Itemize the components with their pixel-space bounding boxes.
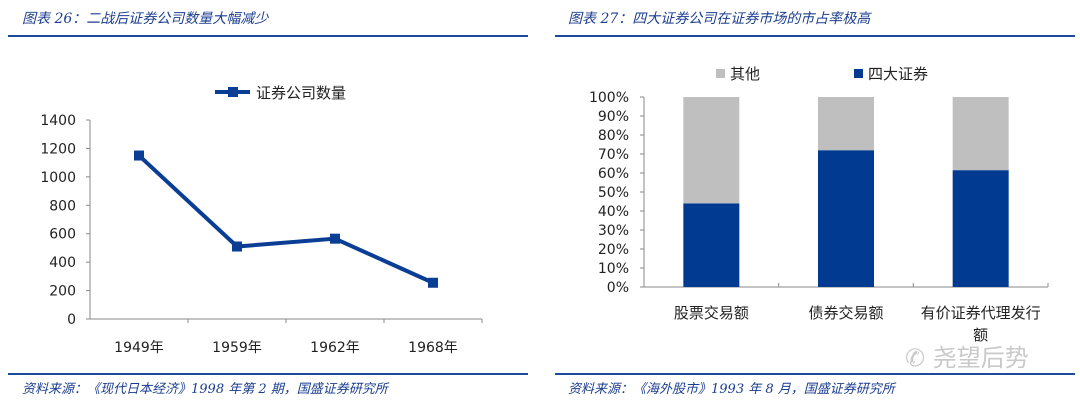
legend-label: 其他 bbox=[730, 65, 760, 83]
left-chart-title: 图表 26：二战后证券公司数量大幅减少 bbox=[22, 11, 269, 27]
y-tick-label: 100% bbox=[589, 90, 629, 106]
x-tick-label: 股票交易额 bbox=[674, 304, 749, 322]
legend-marker bbox=[228, 87, 238, 97]
bar-其他 bbox=[818, 97, 874, 151]
series-line bbox=[137, 154, 434, 285]
divider bbox=[555, 35, 1075, 37]
right-chart-title: 图表 27：四大证券公司在证券市场的市占率极高 bbox=[568, 11, 871, 27]
y-tick-label: 90% bbox=[598, 109, 629, 125]
y-tick-label: 0 bbox=[67, 312, 76, 328]
divider bbox=[8, 35, 528, 37]
x-tick-label: 1968年 bbox=[408, 340, 458, 356]
x-tick-label: 有价证券代理发行 bbox=[921, 304, 1041, 322]
bar-四大证券 bbox=[818, 150, 874, 287]
y-tick-label: 200 bbox=[49, 284, 76, 300]
y-tick-label: 800 bbox=[49, 198, 76, 214]
y-tick-label: 600 bbox=[49, 227, 76, 243]
y-tick-label: 60% bbox=[598, 166, 629, 182]
bar-四大证券 bbox=[952, 170, 1009, 287]
y-tick-label: 0% bbox=[607, 280, 629, 296]
x-tick-label: 债券交易额 bbox=[808, 304, 883, 322]
y-tick-label: 1000 bbox=[40, 170, 76, 186]
y-tick-label: 70% bbox=[598, 147, 629, 163]
bar-四大证券 bbox=[683, 203, 740, 287]
data-point bbox=[330, 233, 340, 244]
legend-swatch bbox=[716, 69, 725, 78]
y-tick-label: 1400 bbox=[40, 113, 76, 129]
data-point bbox=[428, 277, 438, 288]
left-source: 资料来源：《现代日本经济》1998 年第 2 期，国盛证券研究所 bbox=[22, 382, 388, 397]
divider bbox=[8, 373, 528, 375]
data-point bbox=[134, 150, 144, 161]
x-tick-label: 1962年 bbox=[310, 340, 360, 356]
y-tick-label: 30% bbox=[598, 223, 629, 239]
y-tick-label: 80% bbox=[598, 128, 629, 144]
data-point bbox=[232, 241, 242, 252]
watermark: ✆ 尧望后势 bbox=[905, 344, 1029, 372]
legend-swatch bbox=[854, 69, 863, 78]
x-tick-label: 1959年 bbox=[212, 340, 262, 356]
bar-其他 bbox=[683, 97, 740, 204]
y-tick-label: 1200 bbox=[40, 141, 76, 157]
x-tick-label: 1949年 bbox=[114, 340, 164, 356]
divider bbox=[555, 373, 1075, 375]
legend-label: 证券公司数量 bbox=[256, 84, 346, 102]
bar-其他 bbox=[952, 97, 1009, 171]
y-tick-label: 40% bbox=[598, 204, 629, 220]
y-tick-label: 10% bbox=[598, 261, 629, 277]
y-tick-label: 400 bbox=[49, 255, 76, 271]
right-source: 资料来源：《海外股市》1993 年 8 月，国盛证券研究所 bbox=[568, 382, 895, 397]
legend-label: 四大证券 bbox=[868, 65, 928, 83]
x-tick-label: 额 bbox=[973, 326, 988, 344]
y-tick-label: 50% bbox=[598, 185, 629, 201]
y-tick-label: 20% bbox=[598, 242, 629, 258]
